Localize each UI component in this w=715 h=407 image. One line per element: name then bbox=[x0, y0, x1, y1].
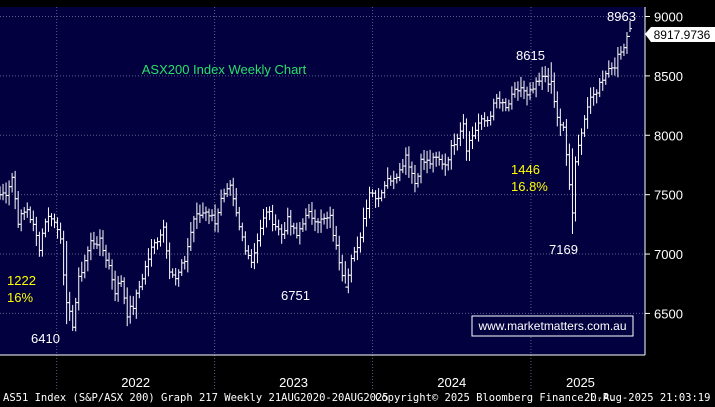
last-price-tag-shape bbox=[645, 27, 715, 42]
annotation-16-8pct: 16.8% bbox=[511, 179, 548, 194]
x-tick-label: 2023 bbox=[279, 375, 308, 389]
annotation-8615: 8615 bbox=[516, 48, 545, 63]
footer-ticker-info: AS51 Index (S&P/ASX 200) Graph 217 Weekl… bbox=[3, 392, 389, 404]
y-tick-label: 7500 bbox=[654, 188, 683, 203]
annotation-1446: 1446 bbox=[511, 162, 540, 177]
axes bbox=[0, 7, 646, 356]
last-price-label: 8917.9736 bbox=[654, 28, 711, 42]
x-tick-label: 2022 bbox=[121, 375, 150, 389]
y-tick-label: 8000 bbox=[654, 128, 683, 143]
y-tick-label: 7000 bbox=[654, 247, 683, 262]
annotation-7169: 7169 bbox=[549, 242, 578, 257]
chart-footer: AS51 Index (S&P/ASX 200) Graph 217 Weekl… bbox=[0, 389, 715, 407]
annotation-8963: 8963 bbox=[607, 9, 636, 24]
annotation-6410: 6410 bbox=[31, 331, 60, 346]
footer-copyright: Copyright© 2025 Bloomberg Finance L.P. bbox=[375, 392, 616, 404]
x-tick-label: 2025 bbox=[566, 375, 595, 389]
y-tick-label: 6500 bbox=[654, 306, 683, 321]
x-tick-label: 2024 bbox=[437, 375, 466, 389]
annotation-6751: 6751 bbox=[281, 288, 310, 303]
annotation-16pct: 16% bbox=[7, 290, 33, 305]
watermark: www.marketmatters.com.au bbox=[471, 315, 634, 337]
watermark-text: www.marketmatters.com.au bbox=[477, 319, 626, 333]
grid-layer bbox=[0, 7, 645, 389]
chart-title: ASX200 Index Weekly Chart bbox=[142, 62, 307, 77]
ohlc-bars bbox=[0, 20, 632, 332]
y-tick-label: 9000 bbox=[654, 10, 683, 25]
annotation-1222: 1222 bbox=[7, 273, 36, 288]
x-tick-labels: 2022 2023 2024 2025 bbox=[121, 375, 595, 389]
watermark-box bbox=[471, 315, 634, 337]
plot-area bbox=[0, 7, 645, 355]
y-tick-labels: 6500 7000 7500 8000 8500 9000 bbox=[645, 10, 683, 321]
last-price-tag: 8917.9736 bbox=[645, 27, 715, 42]
footer-timestamp: 20-Aug-2025 21:03:19 bbox=[584, 392, 711, 404]
y-tick-label: 8500 bbox=[654, 69, 683, 84]
